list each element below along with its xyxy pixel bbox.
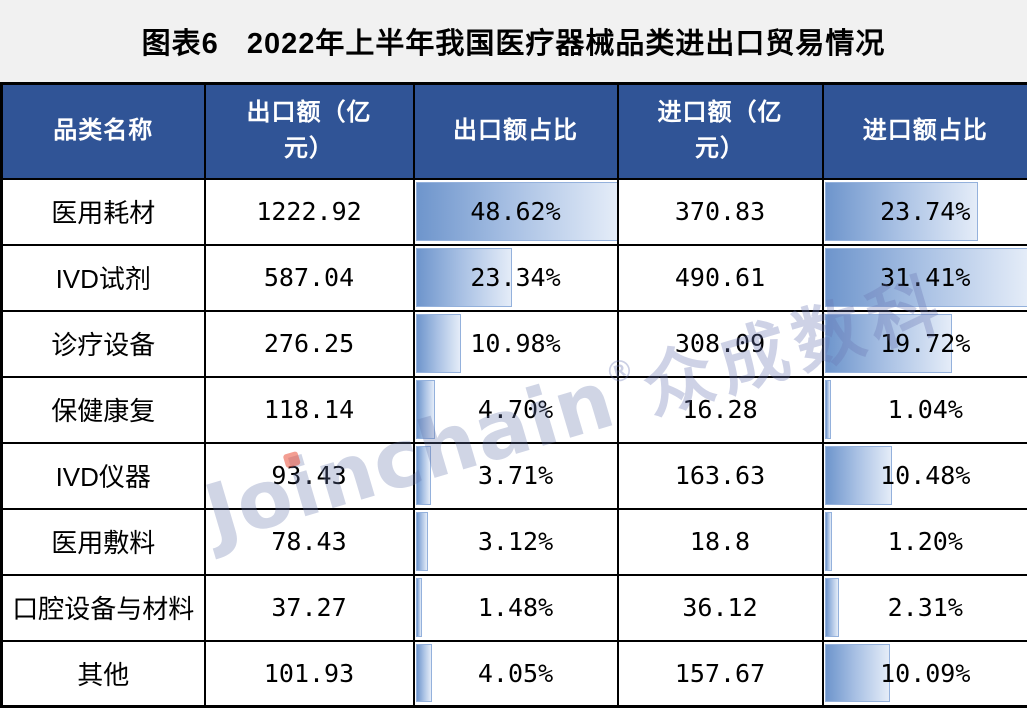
export-share-label: 3.12% xyxy=(477,527,554,556)
import-share-label: 31.41% xyxy=(880,263,971,292)
import-share-label: 23.74% xyxy=(880,197,971,226)
category-cell: 医用敷料 xyxy=(0,507,206,576)
header-export-share: 出口额占比 xyxy=(412,82,619,180)
import-share-label: 10.09% xyxy=(880,658,971,688)
category-cell: 保健康复 xyxy=(0,375,206,444)
export-value-cell: 93.43 xyxy=(203,441,415,510)
import-value-cell: 308.09 xyxy=(616,309,824,378)
category-cell: 口腔设备与材料 xyxy=(0,573,206,642)
export-share-label: 23.34% xyxy=(470,263,561,292)
header-export-value: 出口额（亿 元） xyxy=(203,82,415,180)
import-share-databar xyxy=(824,313,953,373)
table-row: IVD试剂 587.04 23.34% 490.61 31.41% xyxy=(0,243,1027,312)
import-share-cell: 31.41% xyxy=(821,243,1027,312)
export-value-cell: 37.27 xyxy=(203,573,415,642)
import-value-cell: 490.61 xyxy=(616,243,824,312)
table-row: 口腔设备与材料 37.27 1.48% 36.12 2.31% xyxy=(0,573,1027,642)
export-share-label: 48.62% xyxy=(470,197,561,226)
import-share-databar xyxy=(824,643,890,702)
import-share-label: 19.72% xyxy=(880,329,971,358)
export-share-label: 1.48% xyxy=(477,593,554,622)
import-share-cell: 2.31% xyxy=(821,573,1027,642)
import-value-cell: 163.63 xyxy=(616,441,824,510)
export-share-databar xyxy=(415,577,422,637)
category-cell: 其他 xyxy=(0,639,206,708)
import-share-label: 10.48% xyxy=(880,461,971,490)
export-share-label: 4.05% xyxy=(477,658,554,688)
import-share-label: 1.20% xyxy=(887,527,963,556)
export-value-cell: 118.14 xyxy=(203,375,415,444)
table-row: 其他 101.93 4.05% 157.67 10.09% xyxy=(0,639,1027,708)
figure-title: 图表6 2022年上半年我国医疗器械品类进出口贸易情况 xyxy=(0,0,1027,82)
table-row: 医用耗材 1222.92 48.62% 370.83 23.74% xyxy=(0,177,1027,246)
import-value-cell: 36.12 xyxy=(616,573,824,642)
export-value-cell: 1222.92 xyxy=(203,177,415,246)
header-import-value: 进口额（亿 元） xyxy=(616,82,824,180)
export-share-databar xyxy=(415,313,462,373)
export-share-databar xyxy=(415,643,433,702)
export-value-cell: 78.43 xyxy=(203,507,415,576)
import-share-cell: 23.74% xyxy=(821,177,1027,246)
table-row: IVD仪器 93.43 3.71% 163.63 10.48% xyxy=(0,441,1027,510)
export-share-cell: 3.71% xyxy=(412,441,619,510)
import-value-cell: 370.83 xyxy=(616,177,824,246)
import-value-cell: 18.8 xyxy=(616,507,824,576)
category-cell: 诊疗设备 xyxy=(0,309,206,378)
export-value-cell: 587.04 xyxy=(203,243,415,312)
export-share-cell: 1.48% xyxy=(412,573,619,642)
header-row: 品类名称 出口额（亿 元） 出口额占比 进口额（亿 元） 进口额占比 xyxy=(0,82,1027,180)
export-share-cell: 10.98% xyxy=(412,309,619,378)
export-share-databar xyxy=(415,379,436,439)
export-share-label: 10.98% xyxy=(470,329,561,358)
export-share-databar xyxy=(415,511,429,571)
table-row: 医用敷料 78.43 3.12% 18.8 1.20% xyxy=(0,507,1027,576)
figure-caption: 2022年上半年我国医疗器械品类进出口贸易情况 xyxy=(246,28,886,60)
import-share-databar xyxy=(824,181,979,241)
import-share-databar xyxy=(824,379,832,439)
import-share-cell: 10.09% xyxy=(821,639,1027,708)
export-share-cell: 4.05% xyxy=(412,639,619,708)
import-share-label: 2.31% xyxy=(887,593,963,622)
category-cell: IVD试剂 xyxy=(0,243,206,312)
import-share-cell: 10.48% xyxy=(821,441,1027,510)
export-share-databar xyxy=(415,181,616,241)
export-share-databar xyxy=(415,445,431,505)
import-share-databar xyxy=(824,445,893,505)
table-row: 保健康复 118.14 4.70% 16.28 1.04% xyxy=(0,375,1027,444)
export-share-cell: 4.70% xyxy=(412,375,619,444)
import-share-databar xyxy=(824,577,840,637)
export-share-cell: 23.34% xyxy=(412,243,619,312)
import-share-cell: 1.20% xyxy=(821,507,1027,576)
export-share-cell: 48.62% xyxy=(412,177,619,246)
category-cell: 医用耗材 xyxy=(0,177,206,246)
import-value-cell: 16.28 xyxy=(616,375,824,444)
header-import-share: 进口额占比 xyxy=(821,82,1027,180)
export-share-databar xyxy=(415,247,513,307)
figure-number: 图表6 xyxy=(141,28,219,60)
import-share-label: 1.04% xyxy=(887,395,963,424)
import-share-databar xyxy=(824,247,1027,307)
export-share-label: 4.70% xyxy=(477,395,554,424)
import-share-databar xyxy=(824,511,833,571)
export-share-label: 3.71% xyxy=(477,461,554,490)
export-share-cell: 3.12% xyxy=(412,507,619,576)
import-value-cell: 157.67 xyxy=(616,639,824,708)
export-value-cell: 101.93 xyxy=(203,639,415,708)
import-share-cell: 19.72% xyxy=(821,309,1027,378)
export-value-cell: 276.25 xyxy=(203,309,415,378)
import-share-cell: 1.04% xyxy=(821,375,1027,444)
table-row: 诊疗设备 276.25 10.98% 308.09 19.72% xyxy=(0,309,1027,378)
category-cell: IVD仪器 xyxy=(0,441,206,510)
header-category: 品类名称 xyxy=(0,82,206,180)
trade-table: 品类名称 出口额（亿 元） 出口额占比 进口额（亿 元） 进口额占比 医用耗材 … xyxy=(0,82,1027,708)
